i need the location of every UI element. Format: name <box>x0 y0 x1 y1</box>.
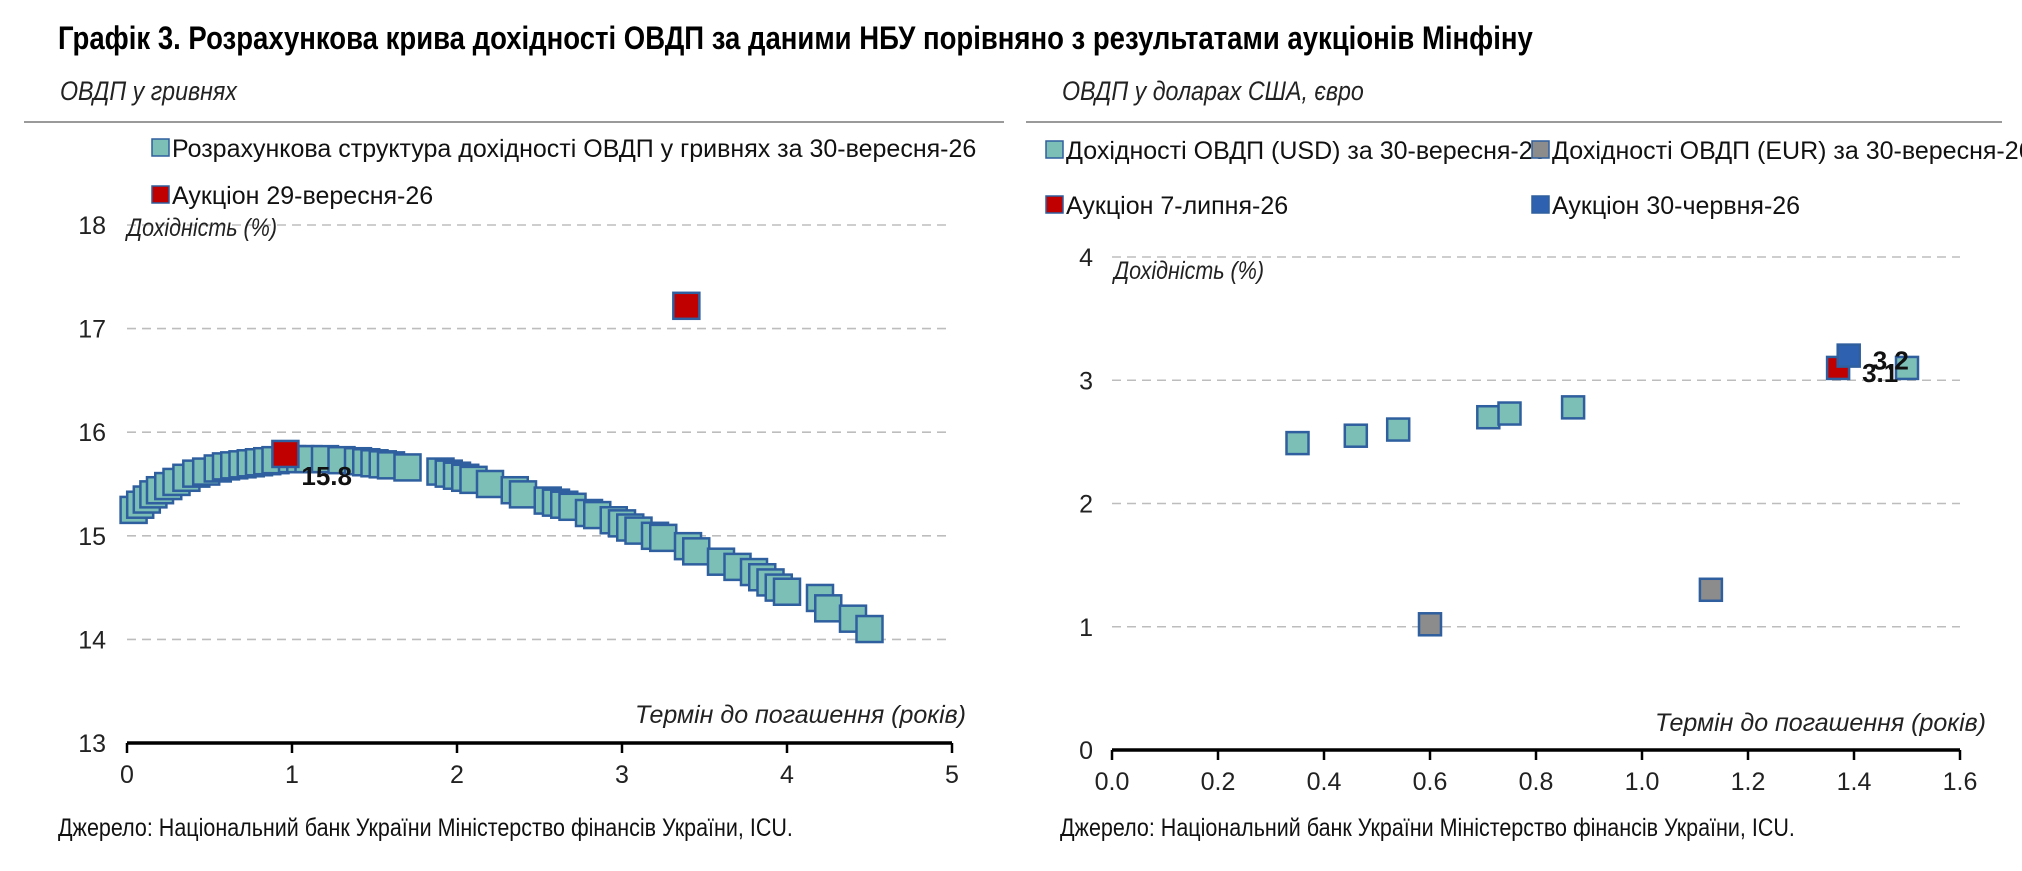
chart1-legend-label-0: Дохідності ОВДП (USD) за 30-вересня-26 <box>1066 137 1547 165</box>
chart0-series0-point-50 <box>682 537 711 566</box>
chart1-x-tick-label-0: 0.0 <box>1095 768 1130 796</box>
chart0-x-tick-label-3: 3 <box>615 761 629 789</box>
chart0-x-tick-label-5: 5 <box>945 761 959 789</box>
chart0-series1-data-label-0: 15.8 <box>301 461 352 491</box>
chart0-series1-point-1 <box>672 291 701 321</box>
chart0-x-tick-label-1: 1 <box>285 761 299 789</box>
left-source-note: Джерело: Національний банк України Мініс… <box>58 814 793 842</box>
chart0-legend-label-1: Аукціон 29-вересня-26 <box>172 182 433 210</box>
chart0-series0-point-57 <box>772 577 802 606</box>
chart1-series0-point-2 <box>1385 417 1411 442</box>
chart0-x-tick-label-0: 0 <box>120 761 134 789</box>
chart1-legend-label-1: Дохідності ОВДП (EUR) за 30-вересня-26 <box>1552 137 2022 165</box>
chart0-series0-point-48 <box>649 523 678 553</box>
chart1-series0-point-0 <box>1285 430 1310 456</box>
chart1-legend-label-2: Аукціон 7-липня-26 <box>1066 192 1288 220</box>
chart0-series0-point-28 <box>393 453 422 482</box>
chart0-y-tick-label-4: 17 <box>78 316 106 344</box>
chart0-legend-swatch-0 <box>151 138 170 157</box>
chart1-x-tick-label-2: 0.4 <box>1307 768 1342 796</box>
chart0-x-axis-label: Термін до погашення (років) <box>635 701 966 729</box>
chart1-legend-swatch-0 <box>1045 140 1064 159</box>
right-chart-subtitle: ОВДП у доларах США, євро <box>1062 76 1364 106</box>
chart1-y-tick-label-2: 2 <box>1079 491 1093 519</box>
chart0-series0-point-36 <box>508 480 538 509</box>
chart1-series0-point-5 <box>1560 395 1586 420</box>
chart1-x-tick-label-1: 0.2 <box>1201 768 1236 796</box>
chart0-legend-label-0: Розрахункова структура дохідності ОВДП у… <box>172 135 976 163</box>
chart0-y-axis-label: Дохідність (%) <box>124 214 277 242</box>
chart0-series0-point-34 <box>475 469 505 499</box>
chart0-y-tick-label-5: 18 <box>78 212 106 240</box>
chart1-series3-data-label-0: 3.2 <box>1873 346 1909 376</box>
chart1-x-tick-label-5: 1.0 <box>1625 768 1660 796</box>
chart1-series0-point-3 <box>1476 404 1501 430</box>
chart0-x-tick-label-4: 4 <box>780 761 794 789</box>
right-source-note: Джерело: Національний банк України Мініс… <box>1060 814 1795 842</box>
chart1-legend-swatch-1 <box>1531 140 1550 159</box>
chart1-series0-point-4 <box>1497 401 1522 426</box>
right-header-rule <box>1026 121 2002 123</box>
chart1-x-tick-label-7: 1.4 <box>1837 768 1872 796</box>
chart0-y-tick-label-0: 13 <box>78 730 106 758</box>
chart1-x-tick-label-4: 0.8 <box>1519 768 1554 796</box>
chart1-x-axis-label: Термін до погашення (років) <box>1655 709 1986 737</box>
chart1-legend-label-3: Аукціон 30-червня-26 <box>1552 192 1800 220</box>
chart0-y-tick-label-3: 16 <box>78 419 106 447</box>
chart1-series0-point-1 <box>1343 423 1369 448</box>
left-header-rule <box>24 121 1004 123</box>
chart1-series0-point-6 <box>1894 355 1920 381</box>
chart1-y-tick-label-0: 0 <box>1079 737 1093 765</box>
chart0-x-tick-label-2: 2 <box>450 761 464 789</box>
chart0-series0-point-59 <box>814 594 843 623</box>
chart0-series0-point-61 <box>855 614 884 644</box>
chart1-y-axis-label: Дохідність (%) <box>1111 257 1264 285</box>
chart0-y-tick-label-2: 15 <box>78 523 106 551</box>
chart1-y-tick-label-4: 4 <box>1079 244 1093 272</box>
left-chart-subtitle: ОВДП у гривнях <box>60 76 237 106</box>
chart1-x-tick-label-3: 0.6 <box>1413 768 1448 796</box>
chart0-y-tick-label-1: 14 <box>78 626 106 654</box>
chart1-y-tick-label-1: 1 <box>1079 614 1093 642</box>
chart1-series2-data-label-0: 3.1 <box>1862 358 1898 388</box>
chart0-legend-swatch-1 <box>151 185 170 204</box>
chart1-legend-swatch-2 <box>1045 195 1064 214</box>
chart1-y-tick-label-3: 3 <box>1079 367 1093 395</box>
chart1-series1-point-1 <box>1698 577 1724 603</box>
chart1-series1-point-0 <box>1417 612 1443 637</box>
chart1-x-tick-label-8: 1.6 <box>1943 768 1978 796</box>
chart1-series3-point-0 <box>1836 343 1861 368</box>
page-title: Графік 3. Розрахункова крива дохідності … <box>58 20 1533 56</box>
chart1-x-tick-label-6: 1.2 <box>1731 768 1766 796</box>
chart0-series1-point-0 <box>271 439 300 469</box>
chart1-legend-swatch-3 <box>1531 195 1550 214</box>
